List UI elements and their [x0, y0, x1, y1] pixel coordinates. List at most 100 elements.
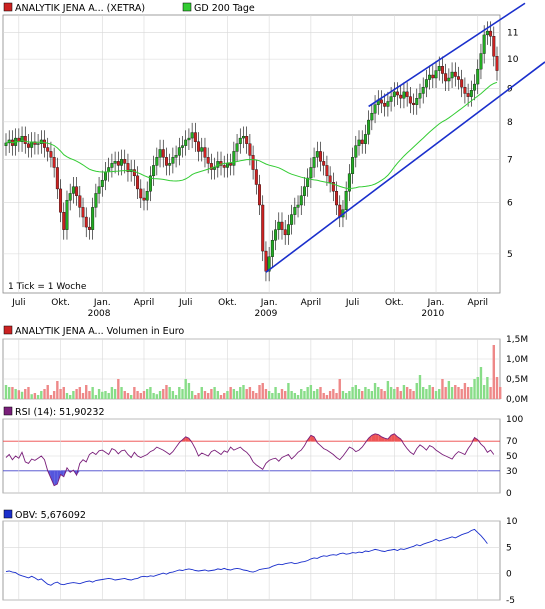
- volume-bar: [33, 393, 37, 399]
- volume-bar: [27, 387, 30, 399]
- candle-body: [328, 175, 332, 183]
- rsi-oversold-fill: [50, 470, 55, 486]
- volume-bar: [4, 385, 8, 399]
- volume-bar: [40, 391, 43, 399]
- volume-bar: [245, 389, 248, 399]
- volume-bar: [380, 389, 383, 399]
- volume-bar: [447, 381, 451, 399]
- candle-body: [193, 132, 197, 142]
- volume-bar: [210, 389, 213, 399]
- candle-body: [222, 165, 226, 168]
- rsi-y-tick: 50: [506, 452, 518, 462]
- candle-body: [325, 165, 329, 177]
- candle-body: [20, 136, 24, 142]
- candle-body: [68, 193, 72, 201]
- candle-body: [126, 163, 130, 172]
- price-legend: ANALYTIK JENA A... (XETRA) GD 200 Tage: [3, 2, 255, 14]
- volume-bar: [312, 391, 316, 399]
- rsi-overbought-fill: [368, 435, 372, 442]
- candle-body: [200, 147, 204, 152]
- rsi-overbought-fill: [471, 437, 475, 442]
- volume-bar: [20, 391, 24, 399]
- volume-bar: [357, 389, 361, 399]
- price-x-tick: Okt.: [218, 298, 237, 308]
- volume-bar: [463, 383, 467, 399]
- candle-body: [43, 139, 46, 148]
- tick-annotation: 1 Tick = 1 Woche: [8, 282, 87, 292]
- candle-body: [206, 157, 210, 164]
- volume-bar: [206, 393, 210, 399]
- candle-body: [235, 143, 239, 152]
- volume-bar: [178, 387, 181, 399]
- volume-bar: [248, 387, 252, 399]
- volume-bar: [396, 387, 399, 399]
- candle-body: [431, 74, 435, 79]
- price-x-tick: Juli: [178, 298, 192, 308]
- candle-body: [225, 163, 229, 168]
- price-x-tick: Juli: [345, 298, 359, 308]
- candle-body: [392, 91, 396, 97]
- volume-bar: [110, 387, 114, 399]
- obv-panel: [2, 520, 501, 601]
- candle-body: [457, 76, 460, 80]
- volume-y-tick: 1,0M: [506, 355, 528, 365]
- volume-bar: [486, 377, 489, 399]
- candle-body: [293, 207, 297, 215]
- volume-bar: [155, 394, 159, 399]
- volume-bar: [126, 393, 130, 399]
- candle-body: [158, 149, 162, 158]
- candle-body: [78, 195, 82, 208]
- volume-bar: [49, 395, 53, 399]
- volume-bar: [133, 387, 136, 399]
- candle-body: [203, 147, 207, 158]
- candle-body: [373, 104, 377, 114]
- volume-bar: [56, 381, 59, 399]
- volume-bar: [434, 391, 438, 399]
- volume-bar: [52, 391, 56, 399]
- volume-bar: [62, 387, 65, 399]
- volume-bar: [88, 391, 91, 399]
- candle-body: [424, 79, 428, 88]
- rsi-oversold-fill: [60, 470, 64, 477]
- volume-bar: [81, 393, 85, 399]
- candle-body: [142, 197, 146, 201]
- volume-bar: [187, 383, 191, 399]
- volume-bar: [364, 387, 367, 399]
- volume-bar: [405, 387, 409, 399]
- volume-bar: [235, 391, 239, 399]
- candle-body: [55, 167, 59, 190]
- candle-body: [460, 79, 464, 88]
- volume-bar: [344, 393, 348, 399]
- volume-bar: [444, 387, 447, 399]
- volume-bar: [377, 387, 380, 399]
- price-y-tick: 5: [507, 250, 513, 260]
- rsi-line: [5, 433, 495, 487]
- volume-bar: [332, 389, 335, 399]
- price-x-tick: April: [467, 298, 488, 308]
- candle-body: [479, 53, 483, 70]
- volume-bar: [136, 391, 139, 399]
- volume-bar: [473, 379, 476, 399]
- volume-bar: [162, 389, 165, 399]
- volume-bar: [171, 391, 175, 399]
- candle-body: [450, 71, 454, 79]
- candle-body: [466, 93, 470, 97]
- price-y-tick: 8: [507, 118, 513, 128]
- volume-bar: [255, 393, 258, 399]
- channel-upper-line: [368, 2, 526, 108]
- candle-body: [71, 186, 75, 194]
- volume-bar: [322, 393, 325, 399]
- candle-body: [251, 155, 255, 170]
- volume-bar: [139, 393, 142, 399]
- volume-bar: [470, 387, 473, 399]
- candle-body: [319, 151, 322, 162]
- price-y-tick: 9: [507, 85, 513, 95]
- candle-body: [331, 182, 335, 192]
- candle-body: [389, 96, 393, 102]
- volume-bar: [239, 387, 242, 399]
- volume-bar: [415, 383, 418, 399]
- candle-body: [267, 256, 271, 272]
- rsi-overbought-fill: [391, 433, 395, 442]
- legend-price-swatch: [3, 2, 13, 12]
- volume-bar: [107, 393, 110, 399]
